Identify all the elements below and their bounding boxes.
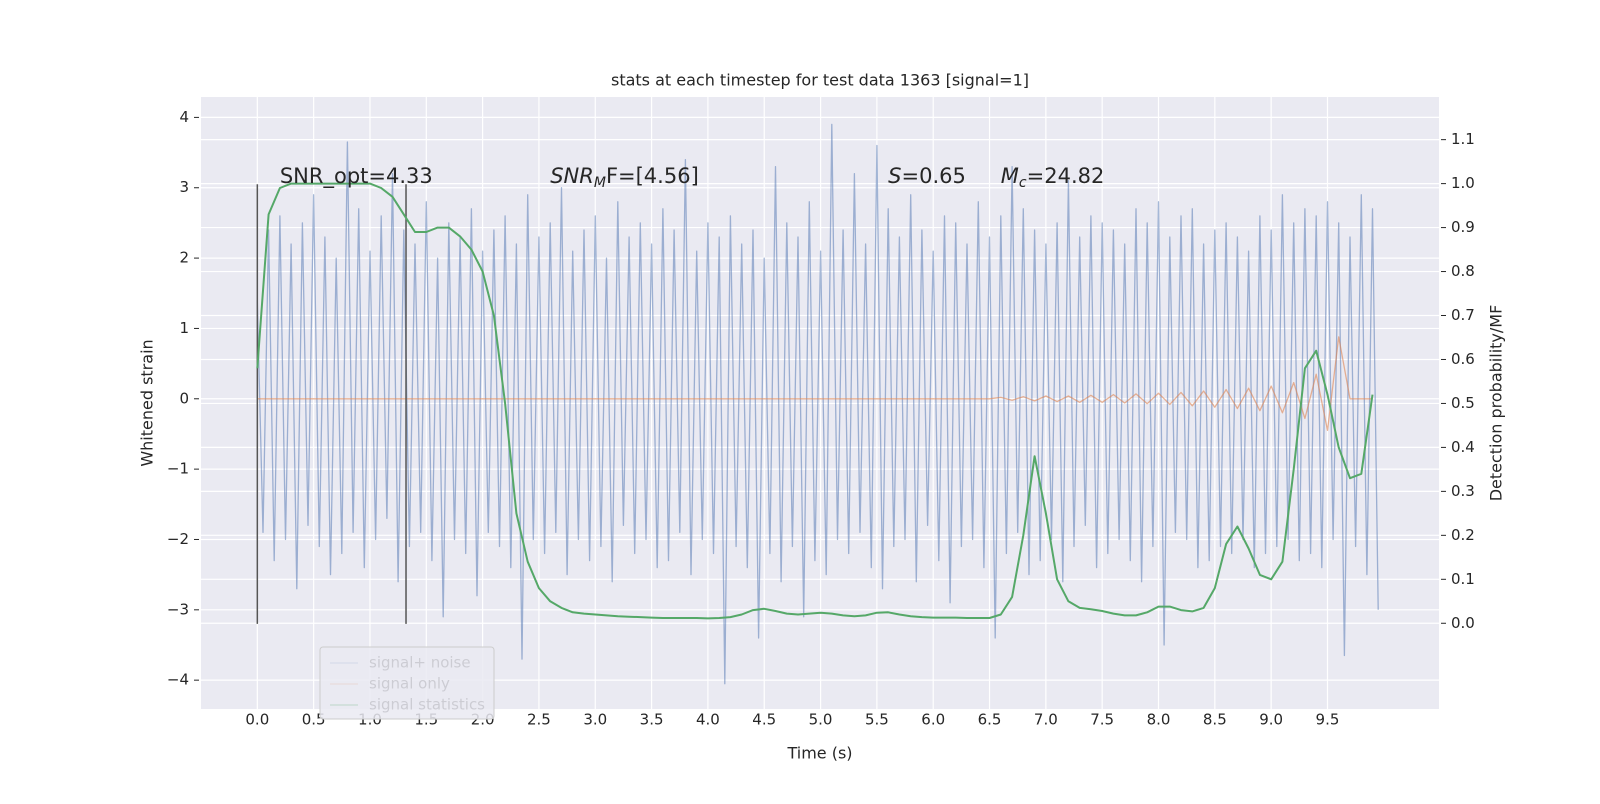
y2-tick-label: 0.7 [1451,306,1475,324]
y-tick-label: 4 [179,108,189,126]
y-tick-label: −1 [167,460,189,478]
x-tick-label: 6.0 [921,711,945,729]
annotation-base: SNR_opt=4.33 [280,164,433,189]
annotation-base: S [888,164,901,188]
x-tick-label: 8.5 [1203,711,1227,729]
y2-tick-label: 0.2 [1451,526,1475,544]
x-tick-label: 4.0 [696,711,720,729]
legend-box [319,646,495,720]
y2-axis-label: Detection probability/MF [1487,305,1506,502]
labels: 0.00.51.01.52.02.53.03.54.04.55.05.56.06… [167,108,1475,729]
x-tick-label: 7.0 [1034,711,1058,729]
annotation-rest: =24.82 [1027,164,1105,188]
x-tick-label: 3.0 [583,711,607,729]
x-tick-label: 9.5 [1316,711,1340,729]
x-tick-label: 3.5 [640,711,664,729]
x-tick-label: 8.0 [1147,711,1171,729]
y-tick-label: −3 [167,600,189,618]
y2-tick-label: 0.8 [1451,262,1475,280]
y-tick-label: 0 [179,389,189,407]
x-tick-label: 9.0 [1259,711,1283,729]
annotation: Mc=24.82 [1001,164,1105,191]
y2-tick-label: 1.1 [1451,130,1475,148]
x-tick-label: 2.5 [527,711,551,729]
y2-tick-label: 0.1 [1451,570,1475,588]
annotation: SNRMF=[4.56] [550,164,699,191]
x-tick-label: 0.0 [245,711,269,729]
y2-tick-label: 0.3 [1451,482,1475,500]
chart-title: stats at each timestep for test data 136… [611,71,1029,90]
series-line [257,336,1373,432]
series-line [256,123,1379,685]
y2-tick-label: 0.0 [1451,614,1475,632]
x-tick-label: 6.5 [978,711,1002,729]
annotation-sub: M [594,175,606,191]
y-tick-label: 2 [179,249,189,267]
y2-tick-label: 0.5 [1451,394,1475,412]
x-tick-label: 5.0 [809,711,833,729]
x-tick-label: 5.5 [865,711,889,729]
marks [256,123,1379,685]
x-tick-label: 4.5 [752,711,776,729]
annotation-base: SNR [550,164,594,188]
x-tick-label: 7.5 [1090,711,1114,729]
y2-tick-label: 0.4 [1451,438,1475,456]
annotation: S=0.65 [888,164,966,188]
annotation-rest: F=[4.56] [606,164,699,188]
annotation-sub: c [1019,175,1027,191]
y-tick-label: 3 [179,178,189,196]
annotation-base: M [1001,164,1019,188]
y-axis-label: Whitened strain [138,339,157,466]
y2-tick-label: 0.6 [1451,350,1475,368]
annotation-rest: =0.65 [901,164,965,188]
y-tick-label: −2 [167,530,189,548]
y2-tick-label: 0.9 [1451,218,1475,236]
annotation: SNR_opt=4.33 [280,164,433,189]
series-line [256,182,1374,620]
y2-tick-label: 1.0 [1451,174,1475,192]
grid [201,97,1439,709]
y-tick-label: 1 [179,319,189,337]
x-axis-label: Time (s) [786,744,852,763]
y-tick-label: −4 [167,671,189,689]
